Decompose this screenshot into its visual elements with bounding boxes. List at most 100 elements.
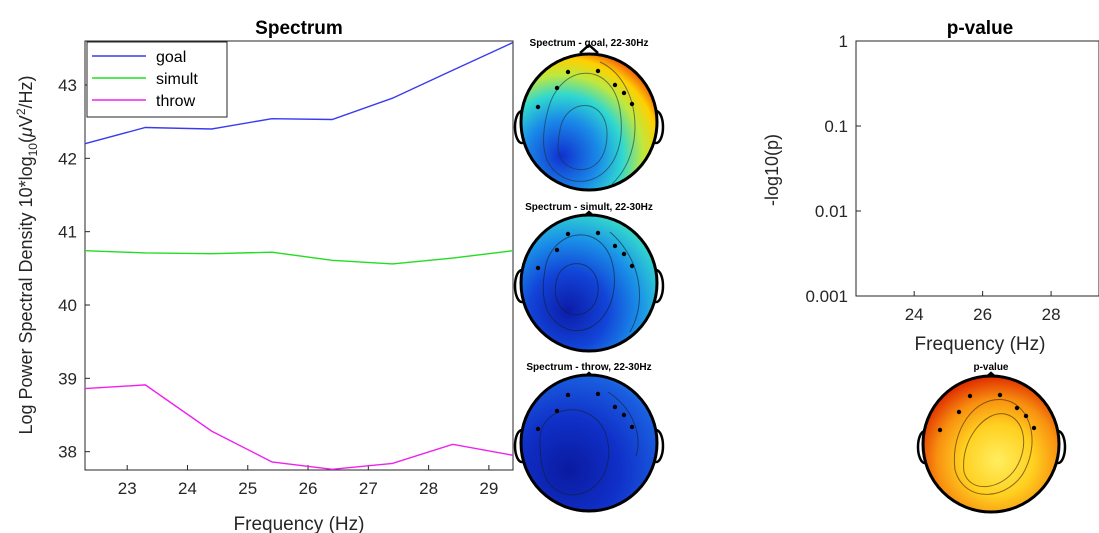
spectrum-xtick-label: 28 [419,479,438,498]
topomap-pvalue-title: p-value [973,362,1008,373]
pvalue-ticks: 24 26 28 1 0.1 0.01 0.001 [805,32,1060,324]
topomap-simult-contour [609,231,641,333]
electrode [535,265,541,271]
pvalue-ytick-label: 0.001 [805,287,848,306]
electrode [535,426,541,432]
series-line-goal [84,41,514,145]
spectrum-ytick-label: 39 [58,369,77,388]
electrode [967,393,973,399]
spectrum-title: Spectrum [255,18,343,39]
topomap-goal-contour [599,61,636,185]
electrode [1031,425,1037,431]
pvalue-ylabel: -log10(p) [762,134,782,206]
spectrum-ticks: 23 24 25 26 27 28 29 38 39 40 41 42 43 [58,76,498,498]
spectrum-chart: Spectrum 23 24 25 26 27 28 29 38 39 40 41 42 43 Freq… [14,18,514,533]
topomap-goal-contour [543,72,622,182]
electrode [565,392,571,398]
topomap-goal-contour [557,105,608,171]
electrode [997,392,1003,398]
electrode [1023,413,1029,419]
spectrum-ylabel-prefix: Log Power Spectral Density 10*log [16,156,36,434]
spectrum-ytick-label: 42 [58,149,77,168]
topomap-simult-contour [554,263,599,316]
topomap-throw-contour [607,391,639,457]
pvalue-title: p-value [947,18,1014,39]
electrode [535,104,541,110]
spectrum-xtick-label: 25 [238,479,257,498]
spectrum-ytick-label: 40 [58,296,77,315]
electrode [937,427,943,433]
electrode [956,409,962,415]
electrode [565,231,571,237]
electrode [595,230,601,236]
spectrum-ylabel-open: ( [16,137,36,143]
series-line-throw [84,384,514,471]
spectrum-ylabel-v: V [16,115,36,127]
pvalue-ytick-label: 0.1 [824,117,848,136]
topomap-pvalue-contour [953,399,1033,495]
pvalue-plot-area [855,40,1099,297]
electrode [629,424,635,430]
topomap-goal-head [519,52,659,192]
electrode [612,243,618,249]
topomap-goal: Spectrum - goal, 22-30Hz [513,38,665,192]
electrode [621,90,627,96]
spectrum-xlabel: Frequency (Hz) [234,514,365,533]
spectrum-xtick-label: 24 [178,479,197,498]
spectrum-legend: goal simult throw [86,41,228,118]
series-line-simult [84,250,514,265]
topomap-simult-electrodes [535,230,635,271]
legend-items: goal simult throw [92,49,198,110]
spectrum-ytick-label: 43 [58,76,77,95]
spectrum-xtick-label: 27 [359,479,378,498]
electrode [621,251,627,257]
pvalue-xtick-label: 24 [905,305,924,324]
pvalue-xtick-label: 26 [973,305,992,324]
spectrum-ylabel-sub: 10 [26,143,40,157]
spectrum-ylabel-mu: μ [16,127,36,138]
topomap-goal-nose [579,43,599,54]
topomap-throw: Spectrum - throw, 22-30Hz [513,362,665,513]
electrode [629,101,635,107]
legend-box [86,41,228,118]
electrode [565,69,571,75]
spectrum-ylabel: Log Power Spectral Density 10*log10(μV2/… [14,75,40,434]
topomap-throw-head [519,373,659,513]
topomap-throw-contour [539,409,610,496]
topomap-pvalue-electrodes [937,392,1037,433]
electrode [554,408,560,414]
spectrum-ylabel-sup: 2 [14,108,28,115]
topomap-pvalue-head [921,374,1061,514]
spectrum-ylabel-close: /Hz) [16,75,36,108]
topomap-simult-title: Spectrum - simult, 22-30Hz [525,202,653,213]
electrode [595,391,601,397]
pvalue-chart: p-value 24 26 28 1 0.1 0.01 0.001 Frequency (H… [762,18,1099,355]
pvalue-ytick-label: 1 [839,32,848,51]
spectrum-ytick-label: 41 [58,223,77,242]
spectrum-xtick-label: 26 [299,479,318,498]
electrode [554,247,560,253]
spectrum-ytick-label: 38 [58,443,77,462]
topomap-pvalue: p-value [916,362,1067,514]
electrode [621,412,627,418]
electrode [612,82,618,88]
electrode [612,404,618,410]
electrode [1014,405,1020,411]
spectrum-lines [84,41,514,471]
spectrum-xtick-label: 29 [479,479,498,498]
legend-label-goal: goal [156,49,186,66]
topomap-pvalue-contour [963,413,1025,487]
topomap-throw-electrodes [535,391,635,432]
electrode [629,263,635,269]
electrode [595,68,601,74]
spectrum-xtick-label: 23 [118,479,137,498]
topomap-simult-head [519,213,659,353]
pvalue-xtick-label: 28 [1042,305,1061,324]
topomap-throw-title: Spectrum - throw, 22-30Hz [526,362,651,373]
topomap-simult-contour [542,234,615,332]
topomap-simult: Spectrum - simult, 22-30Hz [513,202,665,353]
pvalue-xlabel: Frequency (Hz) [915,334,1046,355]
pvalue-ytick-label: 0.01 [815,202,848,221]
electrode [554,85,560,91]
